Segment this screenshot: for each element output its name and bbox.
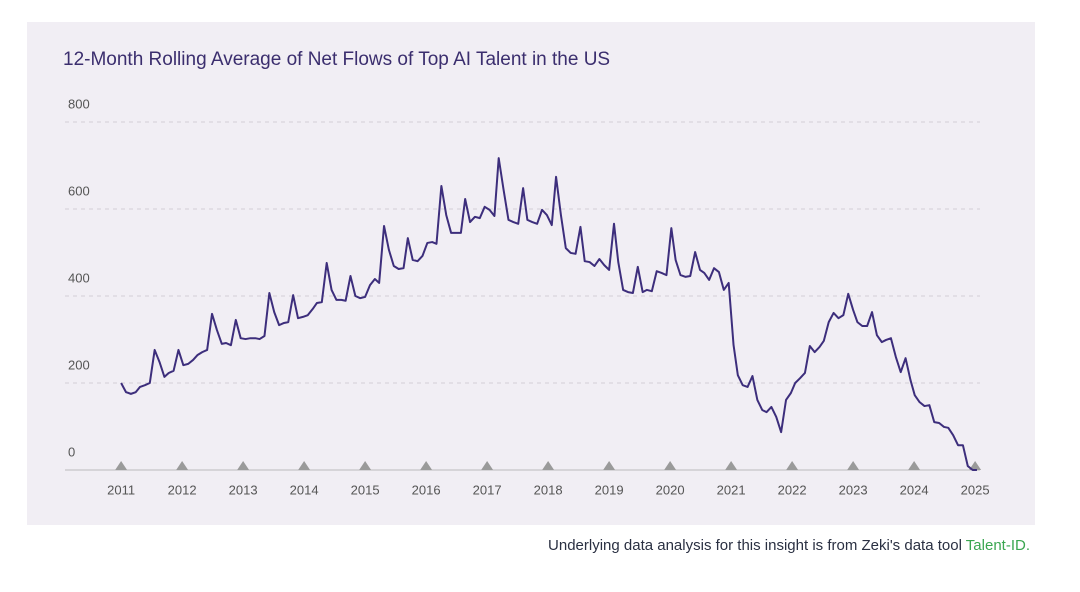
x-tick-marker — [969, 461, 982, 470]
x-tick-label: 2017 — [473, 482, 502, 497]
x-tick-marker — [847, 461, 860, 470]
x-tick-marker — [481, 461, 494, 470]
source-note: Underlying data analysis for this insigh… — [548, 537, 1030, 554]
x-tick-label: 2019 — [595, 482, 624, 497]
x-tick-marker — [603, 461, 616, 470]
x-tick-label: 2011 — [107, 482, 135, 497]
x-tick-marker — [725, 461, 738, 470]
x-tick-label: 2022 — [778, 482, 807, 497]
source-link[interactable]: Talent-ID. — [966, 537, 1030, 554]
x-tick-marker — [176, 461, 189, 470]
x-tick-label: 2014 — [290, 482, 319, 497]
x-tick-label: 2018 — [534, 482, 563, 497]
x-tick-label: 2025 — [961, 482, 990, 497]
x-tick-marker — [420, 461, 433, 470]
x-tick-marker — [359, 461, 372, 470]
x-tick-label: 2012 — [168, 482, 197, 497]
x-tick-label: 2016 — [412, 482, 441, 497]
source-text: Underlying data analysis for this insigh… — [548, 537, 966, 554]
x-tick-marker — [542, 461, 555, 470]
y-tick-label: 600 — [68, 183, 90, 198]
y-tick-label: 400 — [68, 270, 90, 285]
x-tick-label: 2020 — [656, 482, 685, 497]
x-tick-marker — [115, 461, 128, 470]
x-tick-marker — [298, 461, 311, 470]
x-tick-marker — [237, 461, 250, 470]
x-tick-label: 2023 — [839, 482, 868, 497]
chart-title: 12-Month Rolling Average of Net Flows of… — [63, 49, 610, 70]
x-tick-marker — [908, 461, 921, 470]
x-tick-marker — [664, 461, 677, 470]
x-tick-label: 2015 — [351, 482, 380, 497]
data-line — [120, 157, 977, 471]
y-tick-label: 0 — [68, 444, 75, 459]
x-tick-marker — [786, 461, 799, 470]
x-tick-label: 2013 — [229, 482, 258, 497]
y-tick-label: 800 — [68, 96, 90, 111]
x-tick-label: 2021 — [717, 482, 746, 497]
chart-card — [27, 22, 1035, 525]
x-tick-label: 2024 — [900, 482, 929, 497]
y-tick-label: 200 — [68, 357, 90, 372]
